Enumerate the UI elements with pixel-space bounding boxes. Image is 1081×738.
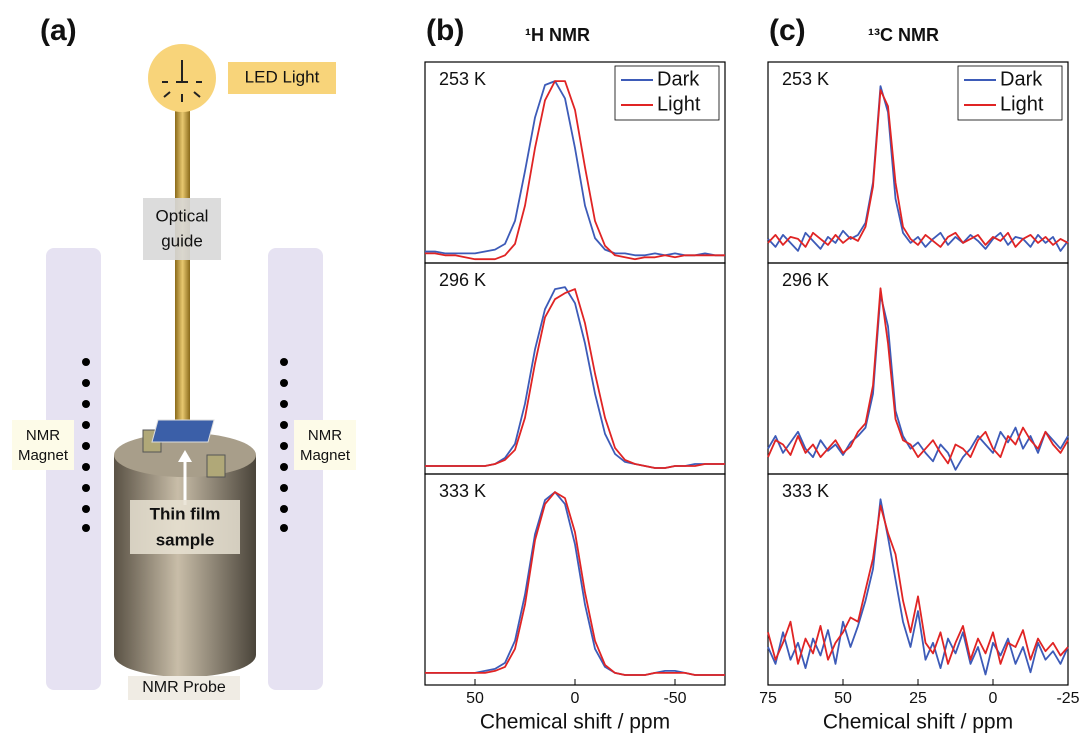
spectrum-line — [767, 498, 1069, 676]
legend-label: Dark — [657, 68, 700, 90]
x-axis-label: Chemical shift / ppm — [480, 711, 670, 733]
spectrum-line — [425, 491, 725, 676]
chart-title: ¹³C NMR — [868, 25, 939, 45]
spectrum-line — [425, 286, 725, 469]
temperature-label: 253 K — [782, 69, 829, 89]
magnet-label: NMR — [26, 427, 60, 444]
legend-label: Light — [1000, 93, 1044, 115]
spectrum-line — [767, 293, 1069, 471]
temperature-label: 333 K — [782, 481, 829, 501]
legend-label: Dark — [1000, 68, 1043, 90]
magnet-label: Magnet — [300, 447, 351, 464]
panel-label: (a) — [40, 14, 77, 47]
spectrum-line — [767, 85, 1069, 252]
label-box — [12, 420, 74, 470]
guide-label: guide — [161, 231, 203, 250]
led-label: LED Light — [245, 67, 320, 86]
probe-label: NMR Probe — [142, 679, 226, 696]
x-tick-label: -50 — [663, 690, 686, 707]
guide-label: Optical — [156, 206, 209, 225]
spectrum-line — [767, 504, 1069, 665]
chart-title: ¹H NMR — [525, 25, 590, 45]
plot-frame — [424, 262, 726, 475]
thin-film — [151, 419, 215, 443]
dots — [82, 358, 288, 532]
spectrum-line — [767, 89, 1069, 248]
legend-label: Light — [657, 93, 701, 115]
legend-box — [614, 65, 720, 121]
spectrum-line — [425, 80, 725, 257]
x-tick-label: 50 — [834, 690, 852, 707]
panel-label: (c) — [769, 14, 806, 47]
label-box — [128, 676, 240, 700]
spectrum-line — [425, 288, 725, 469]
spectrum-line — [425, 491, 725, 676]
legend-box — [957, 65, 1063, 121]
label-box — [130, 500, 240, 554]
sample-label: sample — [156, 530, 215, 549]
x-tick-label: 0 — [989, 690, 998, 707]
magnet-label: NMR — [308, 427, 342, 444]
optical-guide — [175, 110, 190, 425]
temperature-label: 333 K — [439, 481, 486, 501]
x-tick-label: 75 — [759, 690, 777, 707]
x-tick-label: 0 — [571, 690, 580, 707]
x-tick-label: 50 — [466, 690, 484, 707]
temperature-label: 253 K — [439, 69, 486, 89]
magnet-label: Magnet — [18, 447, 69, 464]
panel-a: (a) NMR Magnet NMR Magnet LED Light Opti… — [12, 14, 356, 700]
x-tick-label: -25 — [1056, 690, 1079, 707]
label-box — [228, 62, 336, 94]
temperature-label: 296 K — [782, 270, 829, 290]
sample-label: Thin film — [150, 504, 221, 523]
label-box — [294, 420, 356, 470]
panel-label: (b) — [426, 14, 464, 47]
x-axis-label: Chemical shift / ppm — [823, 711, 1013, 733]
spectrum-line — [425, 80, 725, 261]
plot-frame — [424, 473, 726, 686]
x-tick-label: 25 — [909, 690, 927, 707]
spectrum-line — [767, 287, 1069, 465]
temperature-label: 296 K — [439, 270, 486, 290]
label-box — [143, 198, 221, 260]
